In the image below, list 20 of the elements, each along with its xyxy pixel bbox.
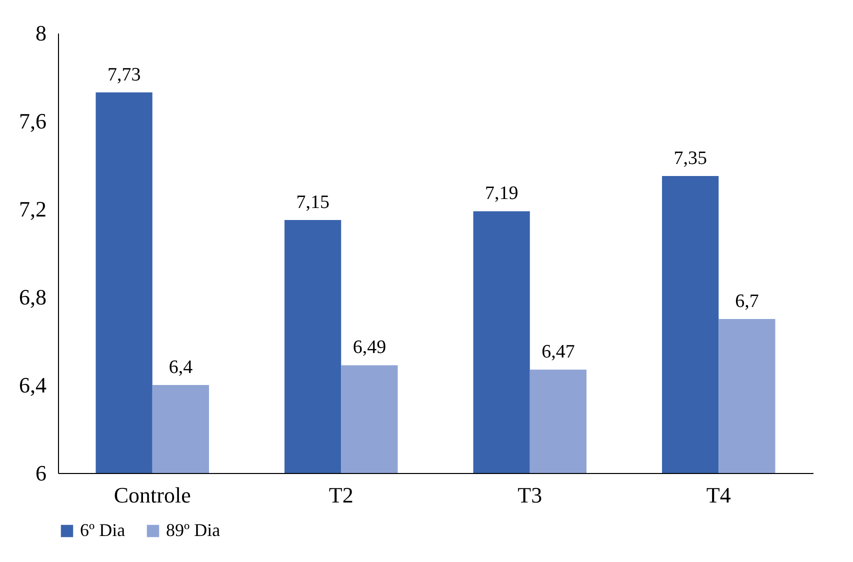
data-label: 7,73 bbox=[107, 64, 141, 86]
x-tick-label: T4 bbox=[706, 482, 731, 508]
data-label: 7,19 bbox=[484, 183, 518, 204]
y-tick-label: 6 bbox=[36, 460, 46, 486]
x-tick-label: T3 bbox=[518, 482, 542, 508]
data-label: 6,47 bbox=[542, 342, 575, 363]
y-tick-label: 7,2 bbox=[19, 196, 46, 222]
data-label: 7,15 bbox=[296, 192, 330, 213]
legend-label: 6º Dia bbox=[80, 520, 126, 540]
legend-label: 89º Dia bbox=[166, 520, 220, 540]
x-tick-label: Controle bbox=[114, 482, 191, 508]
y-tick-label: 6,8 bbox=[19, 284, 46, 310]
y-tick-label: 7,6 bbox=[19, 108, 46, 134]
data-label: 7,35 bbox=[674, 148, 707, 169]
data-label: 6,4 bbox=[168, 357, 194, 378]
y-tick-label: 6,4 bbox=[19, 372, 46, 398]
x-tick-label: T2 bbox=[328, 482, 354, 508]
data-label: 6,7 bbox=[735, 291, 759, 312]
y-tick-label: 8 bbox=[36, 20, 46, 46]
data-label: 6,49 bbox=[352, 337, 386, 358]
